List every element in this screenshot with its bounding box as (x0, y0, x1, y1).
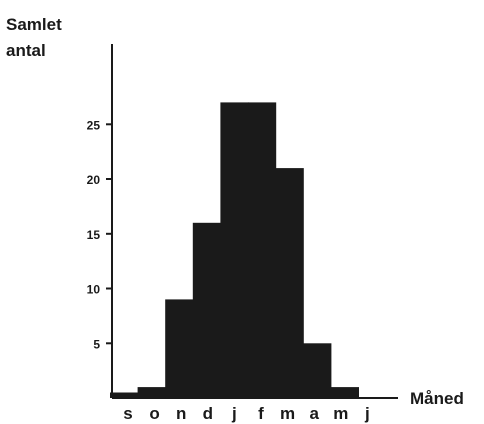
x-tick-label-1: o (149, 404, 159, 423)
y-ticks-group: 5 10 15 20 25 (87, 118, 112, 351)
bar-4 (220, 102, 249, 399)
bar-3 (192, 222, 221, 398)
x-tick-label-9: j (364, 404, 370, 423)
y-tick-label-1: 10 (87, 283, 101, 297)
y-tick-label-0: 5 (93, 337, 100, 351)
x-tick-label-2: n (176, 404, 186, 423)
x-tick-label-4: j (231, 404, 237, 423)
y-tick-label-4: 25 (87, 118, 101, 132)
bars-group (110, 102, 359, 399)
bar-8 (330, 387, 359, 398)
x-tick-label-6: m (280, 404, 295, 423)
x-tick-label-0: s (123, 404, 132, 423)
bar-0 (110, 392, 139, 398)
y-axis-label-line-1: Samlet (6, 15, 62, 34)
y-tick-label-3: 20 (87, 173, 101, 187)
bar-5 (248, 102, 277, 399)
x-tick-label-7: a (309, 404, 319, 423)
x-axis-label: Måned (410, 389, 464, 408)
x-tick-label-5: f (258, 404, 264, 423)
bar-6 (275, 168, 304, 398)
y-tick-label-2: 15 (87, 228, 101, 242)
bar-7 (303, 343, 332, 399)
bar-2 (165, 299, 194, 398)
x-tick-label-3: d (203, 404, 213, 423)
x-tick-label-8: m (333, 404, 348, 423)
y-axis-label-line-2: antal (6, 41, 46, 60)
bar-1 (137, 387, 166, 398)
